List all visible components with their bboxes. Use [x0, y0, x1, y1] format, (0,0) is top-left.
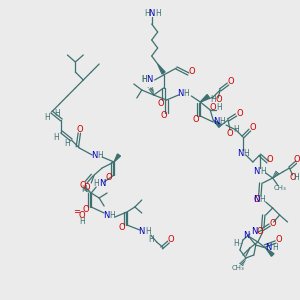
Text: O: O	[188, 67, 195, 76]
Text: O: O	[228, 76, 234, 85]
Text: H: H	[97, 151, 103, 160]
Text: N: N	[177, 88, 184, 98]
Text: N: N	[243, 230, 249, 239]
Text: H: H	[45, 113, 50, 122]
Text: H: H	[80, 217, 85, 226]
Text: H: H	[233, 125, 239, 134]
Text: N: N	[237, 148, 243, 158]
Text: O: O	[275, 236, 282, 244]
Text: H: H	[243, 148, 249, 158]
Text: H: H	[81, 185, 87, 194]
Text: H: H	[210, 95, 216, 104]
Text: O: O	[216, 95, 222, 104]
Text: N: N	[253, 196, 259, 205]
Polygon shape	[200, 94, 209, 102]
Text: H: H	[64, 140, 70, 148]
Text: N: N	[266, 244, 272, 253]
Text: O: O	[80, 181, 87, 190]
Text: CH₃: CH₃	[273, 185, 286, 191]
Text: O: O	[157, 98, 164, 107]
Text: O: O	[269, 218, 276, 227]
Polygon shape	[213, 120, 221, 127]
Text: N: N	[254, 167, 260, 176]
Text: O: O	[293, 154, 300, 164]
Text: H: H	[219, 118, 225, 127]
Text: N: N	[91, 151, 98, 160]
Text: N: N	[99, 179, 105, 188]
Text: H: H	[93, 179, 99, 188]
Text: H: H	[141, 76, 147, 85]
Text: O: O	[76, 125, 83, 134]
Text: H: H	[144, 8, 150, 17]
Text: O: O	[83, 206, 90, 214]
Text: H: H	[155, 8, 161, 17]
Text: O: O	[254, 194, 260, 203]
Text: N: N	[139, 227, 145, 236]
Text: H: H	[272, 244, 278, 253]
Text: O: O	[237, 109, 243, 118]
Text: H: H	[54, 134, 59, 142]
Text: H: H	[233, 238, 239, 247]
Polygon shape	[266, 248, 274, 256]
Text: H: H	[260, 167, 266, 176]
Text: H: H	[294, 173, 299, 182]
Text: H: H	[184, 88, 189, 98]
Text: =: =	[73, 208, 80, 217]
Text: N: N	[250, 226, 257, 236]
Text: O: O	[160, 112, 167, 121]
Text: O: O	[167, 236, 174, 244]
Text: H: H	[259, 196, 265, 205]
Text: H: H	[216, 103, 222, 112]
Text: N: N	[146, 76, 153, 85]
Text: N: N	[103, 211, 109, 220]
Text: ...: ...	[238, 241, 244, 245]
Text: O: O	[192, 115, 199, 124]
Text: O: O	[250, 124, 256, 133]
Text: CH₃: CH₃	[232, 265, 244, 271]
Text: H: H	[148, 236, 154, 244]
Polygon shape	[114, 154, 120, 162]
Text: O: O	[118, 224, 125, 232]
Text: N: N	[148, 8, 155, 17]
Text: O: O	[210, 103, 217, 112]
Text: N: N	[213, 118, 219, 127]
Text: O: O	[227, 128, 233, 137]
Text: H: H	[145, 227, 151, 236]
Text: H: H	[55, 110, 60, 118]
Text: O: O	[256, 226, 263, 236]
Text: H: H	[141, 76, 147, 85]
Text: ...: ...	[146, 83, 152, 88]
Text: O: O	[106, 173, 112, 182]
Text: O: O	[79, 211, 86, 220]
Text: O: O	[289, 173, 296, 182]
Polygon shape	[158, 64, 165, 74]
Text: H: H	[109, 211, 115, 220]
Text: O: O	[266, 155, 273, 164]
Text: O: O	[84, 182, 91, 191]
